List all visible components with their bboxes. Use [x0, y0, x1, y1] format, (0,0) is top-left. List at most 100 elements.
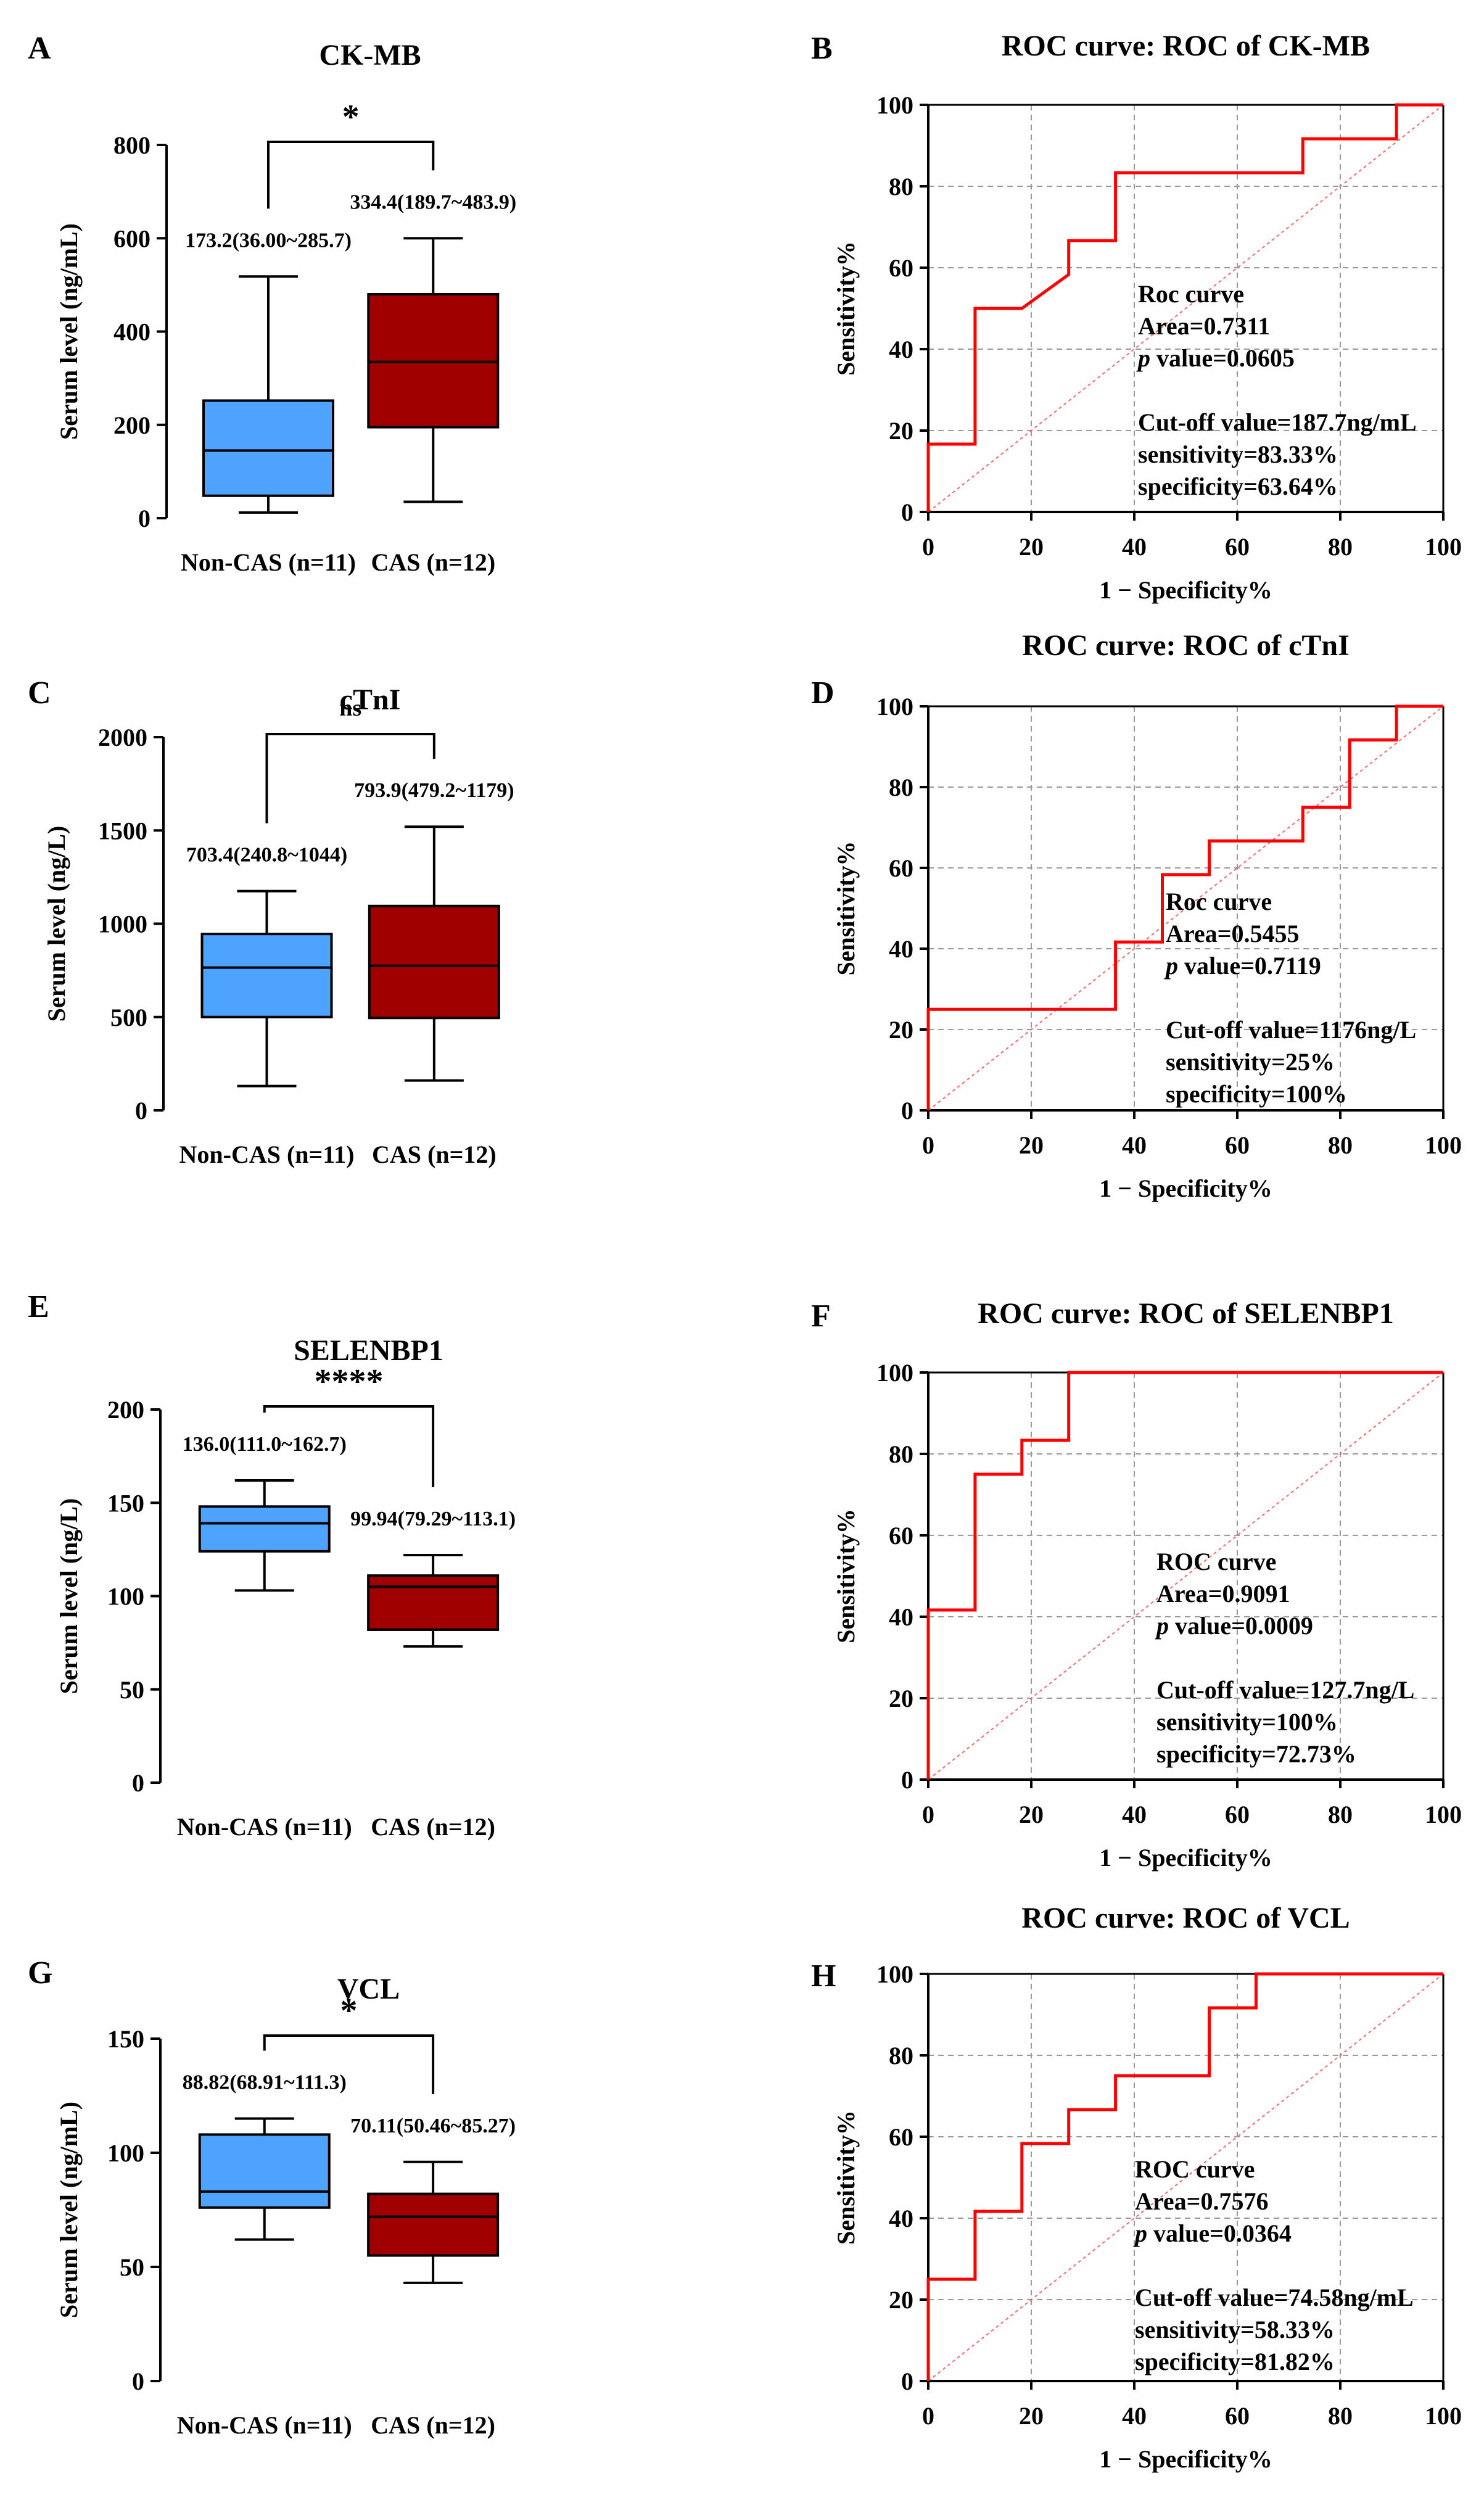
y-tick-label: 0 [138, 505, 150, 532]
x-tick-label: 0 [922, 1131, 934, 1159]
box-group: 70.11(50.46~85.27) CAS (n=12) [350, 2115, 516, 2439]
y-tick-label: 0 [132, 2367, 144, 2395]
y-tick-label: 80 [889, 173, 913, 200]
y-axis-label: Sensitivity% [832, 841, 860, 976]
annotation-line: Roc curve [1138, 280, 1244, 308]
panel-label: F [811, 1298, 831, 1334]
panel-title: ROC curve: ROC of cTnI [1022, 629, 1350, 662]
x-tick-label: 40 [1122, 1801, 1147, 1828]
y-tick-label: 400 [113, 318, 150, 346]
roc-curve [926, 1371, 1443, 1780]
panel-label: C [28, 675, 51, 711]
y-tick-label: 600 [113, 225, 150, 252]
y-tick-label: 0 [901, 2367, 913, 2395]
x-tick-label: 100 [1425, 2402, 1462, 2430]
roc-panel-b: B ROC curve: ROC of CK-MB 00 20 20 40 40 60 60 80… [811, 30, 1462, 604]
y-tick-label: 20 [889, 2286, 913, 2314]
annotation-p-value: p value=0.7119 [1164, 952, 1321, 980]
x-tick-label: 80 [1328, 1801, 1353, 1828]
box-iqr [198, 2133, 331, 2209]
roc-panel-f: F ROC curve: ROC of SELENBP1 00 20 20 40 40 60 6… [811, 1297, 1462, 1872]
y-tick-label: 150 [107, 2025, 144, 2053]
roc-annotation: ROC curve Area=0.7576 p value=0.0364 Cut-of… [1133, 2155, 1414, 2375]
x-axis-label: 1 − Specificity% [1099, 1844, 1272, 1872]
significance-bracket [265, 733, 435, 823]
panel-label: E [28, 1289, 49, 1324]
roc-curve [926, 704, 1443, 1110]
annotation-line: Area=0.7311 [1138, 312, 1270, 340]
annotation-line: Area=0.7576 [1135, 2187, 1268, 2215]
annotation-line: sensitivity=58.33% [1135, 2316, 1335, 2343]
group-value-label: 136.0(111.0~162.7) [183, 1433, 347, 1456]
y-tick-label: 150 [107, 1489, 144, 1517]
x-axis-label: 1 − Specificity% [1099, 1174, 1272, 1202]
group-value-label: 703.4(240.8~1044) [186, 844, 347, 867]
roc-curve [926, 103, 1443, 512]
group-value-label: 173.2(36.00~285.7) [185, 229, 352, 252]
y-tick-label: 800 [113, 131, 150, 159]
x-tick-label: 80 [1328, 533, 1353, 561]
x-tick-label: 60 [1225, 1131, 1250, 1159]
group-value-label: 334.4(189.7~483.9) [350, 191, 516, 213]
y-tick-label: 0 [135, 1097, 147, 1125]
box-group: 173.2(36.00~285.7) Non-CAS (n=11) [181, 229, 356, 576]
y-tick-label: 20 [889, 417, 913, 445]
x-tick-label: 20 [1019, 1131, 1044, 1159]
y-axis-label: Sensitivity% [832, 241, 860, 376]
y-tick-label: 80 [889, 1440, 913, 1468]
x-category-label: Non-CAS (n=11) [177, 1813, 352, 1841]
annotation-p-value: p value=0.0605 [1136, 344, 1295, 372]
significance-bracket [267, 141, 435, 209]
x-tick-label: 40 [1122, 2402, 1147, 2430]
significance-marker: ns [339, 695, 361, 721]
box-panel-g: G VCL 0 50 100 150 Serum level (ng/mL) 88.82(68… [28, 1955, 516, 2439]
panel-title: SELENBP1 [294, 1334, 443, 1367]
group-value-label: 793.9(479.2~1179) [354, 779, 514, 802]
x-tick-label: 40 [1122, 1131, 1147, 1159]
box-group: 88.82(68.91~111.3) Non-CAS (n=11) [177, 2071, 352, 2440]
p-symbol: p [1155, 1612, 1175, 1640]
box-iqr [368, 904, 500, 1020]
y-tick-label: 40 [889, 935, 913, 963]
p-value-text: value=0.0009 [1175, 1612, 1313, 1640]
y-axis-label: Serum level (ng/mL) [55, 223, 83, 440]
y-tick-label: 200 [107, 1396, 144, 1424]
roc-annotation: ROC curve Area=0.9091 p value=0.0009 Cut-of… [1155, 1548, 1414, 1768]
y-tick-label: 100 [876, 91, 913, 119]
x-tick-label: 20 [1019, 1801, 1044, 1828]
annotation-line: specificity=100% [1166, 1080, 1347, 1108]
y-axis-label: Serum level (ng/mL) [55, 2102, 83, 2318]
y-tick-label: 2000 [98, 724, 147, 751]
significance-marker: * [342, 98, 360, 136]
annotation-line: Area=0.5455 [1166, 920, 1299, 947]
annotation-line: sensitivity=100% [1156, 1708, 1338, 1736]
significance-bracket [263, 2034, 435, 2094]
box-panel-a: A CK-MB 0 200 400 600 800 Serum level (ng/mL) 17… [28, 31, 516, 576]
roc-annotation: Roc curve Area=0.5455 p value=0.7119 Cut-of… [1164, 888, 1416, 1108]
panel-label: H [811, 1958, 836, 1994]
panel-title: ROC curve: ROC of SELENBP1 [978, 1297, 1394, 1330]
y-tick-label: 80 [889, 2042, 913, 2070]
annotation-line: ROC curve [1156, 1548, 1276, 1575]
reference-diagonal [928, 706, 1444, 1111]
y-tick-label: 0 [132, 1769, 144, 1797]
y-tick-label: 20 [889, 1685, 913, 1712]
panel-label: D [811, 675, 835, 711]
y-axis-label: Serum level (ng/L) [55, 1498, 83, 1694]
y-tick-label: 80 [889, 774, 913, 801]
x-category-label: CAS (n=12) [372, 1141, 497, 1168]
x-tick-label: 0 [922, 2402, 934, 2430]
p-value-text: value=0.7119 [1184, 952, 1321, 980]
y-tick-label: 1000 [98, 910, 147, 938]
panel-label: A [28, 31, 51, 66]
reference-diagonal [928, 1372, 1444, 1780]
y-tick-label: 100 [107, 2139, 144, 2167]
roc-curve [926, 1972, 1443, 2381]
x-tick-label: 0 [922, 1801, 934, 1828]
y-tick-label: 60 [889, 854, 913, 882]
annotation-line: Roc curve [1166, 888, 1272, 915]
panel-label: B [811, 31, 833, 66]
box-iqr [367, 2192, 500, 2257]
